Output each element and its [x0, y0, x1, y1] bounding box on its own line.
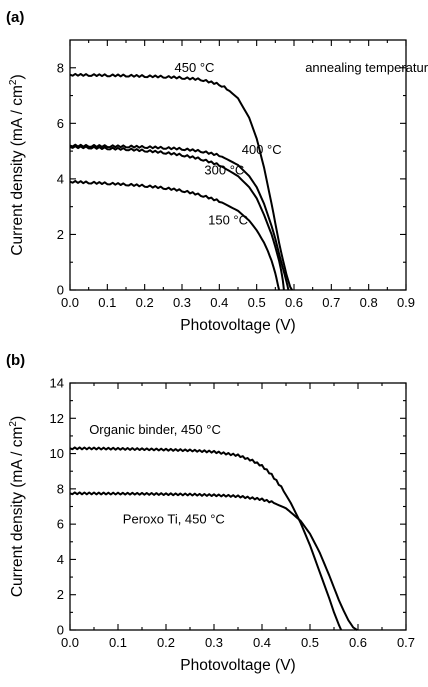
x-tick-label: 0.6 — [285, 295, 303, 310]
series-line-3 — [69, 180, 281, 291]
y-tick-label: 6 — [57, 517, 64, 532]
series-line-0 — [69, 446, 343, 631]
x-tick-label: 0.1 — [98, 295, 116, 310]
x-tick-label: 0.3 — [205, 635, 223, 650]
x-tick-label: 0.1 — [109, 635, 127, 650]
x-tick-label: 0.2 — [157, 635, 175, 650]
y-tick-label: 4 — [57, 171, 64, 186]
y-axis-label-close: ) — [9, 416, 26, 421]
y-tick-label: 2 — [57, 587, 64, 602]
y-tick-label: 8 — [57, 481, 64, 496]
y-axis-label: Current density (mA / cm2) — [8, 74, 26, 255]
series-line-0 — [69, 72, 293, 291]
x-tick-label: 0.9 — [397, 295, 415, 310]
panel-label: (a) — [6, 9, 24, 26]
x-tick-label: 0.8 — [360, 295, 378, 310]
x-tick-label: 0.2 — [136, 295, 154, 310]
x-tick-label: 0.4 — [253, 635, 271, 650]
y-axis-label-close: ) — [9, 74, 26, 79]
x-tick-label: 0.7 — [322, 295, 340, 310]
y-tick-label: 0 — [57, 283, 64, 298]
y-tick-label: 10 — [50, 446, 64, 461]
y-tick-label: 0 — [57, 623, 64, 638]
y-axis-label: Current density (mA / cm2) — [8, 416, 26, 597]
chart-panel-b: (b) 0.0 0.1 0.2 0.3 0.4 0.5 0.6 0.7 0 2 4 6 8 10 12 14 Ph… — [6, 352, 415, 674]
series-line-1 — [69, 143, 290, 291]
x-tick-label: 0.5 — [248, 295, 266, 310]
x-tick-label: 0.3 — [173, 295, 191, 310]
series-label: Peroxo Ti, 450 °C — [123, 511, 225, 526]
x-axis-label: Photovoltage (V) — [180, 657, 295, 674]
series-line-1 — [69, 491, 358, 631]
series-label: 400 °C — [242, 142, 282, 157]
y-tick-label: 12 — [50, 411, 64, 426]
annotation-text: annealing temperature — [305, 60, 428, 75]
series-label: 300 °C — [204, 163, 244, 178]
x-tick-label: 0.5 — [301, 635, 319, 650]
panel-label: (b) — [6, 352, 25, 369]
y-tick-label: 4 — [57, 552, 64, 567]
x-tick-label: 0.6 — [349, 635, 367, 650]
series-label: 150 °C — [208, 213, 248, 228]
x-tick-label: 0.7 — [397, 635, 415, 650]
y-tick-label: 8 — [57, 60, 64, 75]
series-line-2 — [69, 145, 285, 291]
x-axis-label: Photovoltage (V) — [180, 317, 295, 334]
series-label: Organic binder, 450 °C — [89, 422, 221, 437]
y-axis-label-text: Current density (mA / cm — [9, 427, 26, 598]
chart-panel-a: (a) 0.0 0.1 0.2 0.3 0.4 0.5 0.6 0.7 0.8 0.9 0 2 4 6 8 Ph… — [6, 9, 428, 334]
plot-frame — [69, 382, 407, 631]
x-tick-label: 0.0 — [61, 295, 79, 310]
y-tick-label: 14 — [50, 376, 64, 391]
y-tick-label: 2 — [57, 227, 64, 242]
y-tick-label: 6 — [57, 116, 64, 131]
y-axis-label-superscript: 2 — [8, 79, 19, 85]
x-tick-label: 0.4 — [210, 295, 228, 310]
x-tick-label: 0.0 — [61, 635, 79, 650]
y-axis-label-superscript: 2 — [8, 421, 19, 427]
series-label: 450 °C — [175, 60, 215, 75]
y-axis-label-text: Current density (mA / cm — [9, 85, 26, 256]
